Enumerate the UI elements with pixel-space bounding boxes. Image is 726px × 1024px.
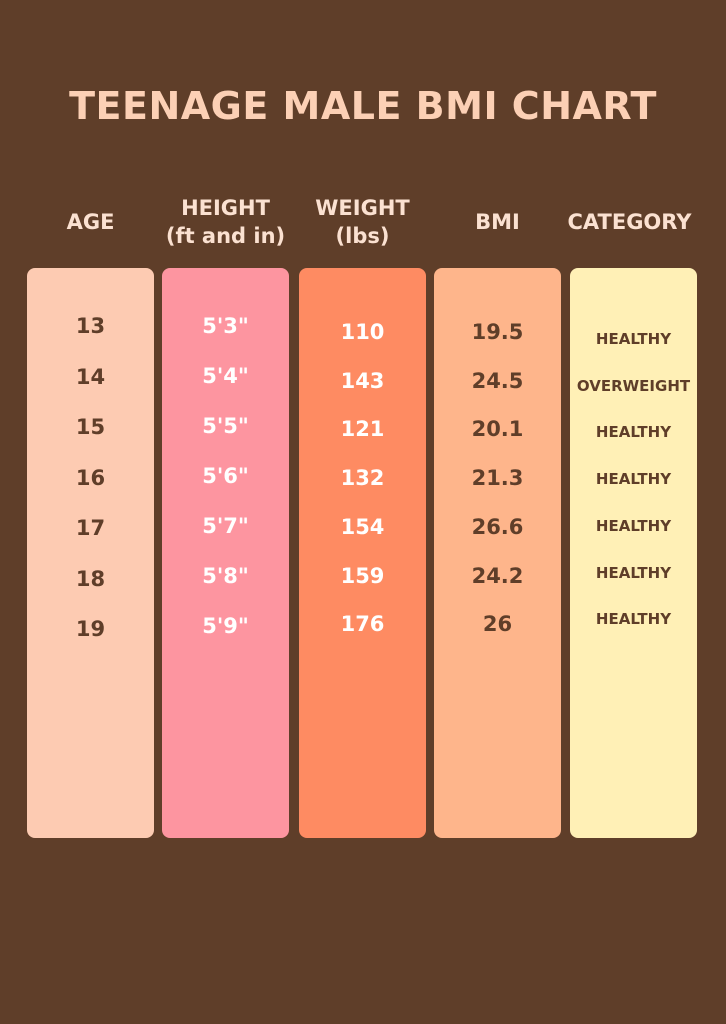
bmi-cell: 24.2 [471, 563, 524, 588]
bmi-cell: 26.6 [471, 514, 524, 539]
age-cell: 19 [75, 617, 106, 641]
height-cell: 5'4" [202, 364, 249, 388]
category-cell: HEALTHY [595, 610, 672, 629]
weight-column: 110 143 121 132 154 159 176 [299, 268, 426, 838]
category-cell: HEALTHY [595, 516, 672, 535]
weight-cell: 110 [340, 320, 385, 344]
age-cell: 16 [75, 465, 106, 490]
age-column: 13 14 15 16 17 18 19 [27, 268, 154, 838]
category-cell: HEALTHY [595, 330, 672, 348]
bmi-cell: 19.5 [471, 320, 524, 344]
bmi-column: 19.5 24.5 20.1 21.3 26.6 24.2 26 [434, 268, 561, 838]
age-cell: 15 [75, 415, 106, 439]
height-cell: 5'7" [202, 514, 249, 538]
weight-cell: 176 [340, 612, 385, 637]
category-cell: HEALTHY [595, 563, 672, 582]
category-cell: HEALTHY [595, 423, 672, 442]
bmi-cell: 21.3 [471, 466, 524, 491]
height-column: 5'3" 5'4" 5'5" 5'6" 5'7" 5'8" 5'9" [162, 268, 289, 838]
weight-cell: 121 [340, 417, 385, 442]
header-height-label: HEIGHT [181, 196, 270, 220]
header-category: CATEGORY [566, 190, 693, 254]
header-height-unit: (ft and in) [165, 224, 286, 248]
age-cell: 18 [75, 566, 106, 591]
weight-cell: 143 [340, 368, 385, 393]
header-age: AGE [27, 190, 154, 254]
category-column: HEALTHY OVERWEIGHT HEALTHY HEALTHY HEALTHY HE… [570, 268, 697, 838]
weight-cell: 132 [340, 466, 385, 491]
bmi-cell: 20.1 [471, 417, 524, 442]
header-bmi-label: BMI [475, 210, 520, 234]
header-weight: WEIGHT (lbs) [299, 190, 426, 254]
bmi-cell: 26 [482, 612, 513, 637]
age-cell: 14 [75, 364, 106, 389]
header-weight-unit: (lbs) [335, 224, 390, 248]
header-height: HEIGHT (ft and in) [162, 190, 289, 254]
header-category-label: CATEGORY [567, 210, 692, 234]
header-age-label: AGE [66, 210, 115, 234]
page-title: TEENAGE MALE BMI CHART [69, 84, 657, 128]
height-cell: 5'3" [202, 314, 249, 338]
age-cell: 17 [75, 516, 106, 540]
category-cell: OVERWEIGHT [576, 376, 691, 395]
height-cell: 5'6" [202, 464, 249, 488]
header-bmi: BMI [434, 190, 561, 254]
height-cell: 5'8" [202, 564, 249, 588]
category-cell: HEALTHY [595, 470, 672, 489]
height-cell: 5'9" [202, 614, 249, 638]
height-cell: 5'5" [202, 414, 249, 438]
age-cell: 13 [75, 314, 106, 338]
header-weight-label: WEIGHT [315, 196, 410, 220]
bmi-cell: 24.5 [471, 368, 524, 393]
weight-cell: 159 [340, 563, 385, 588]
weight-cell: 154 [340, 514, 385, 539]
